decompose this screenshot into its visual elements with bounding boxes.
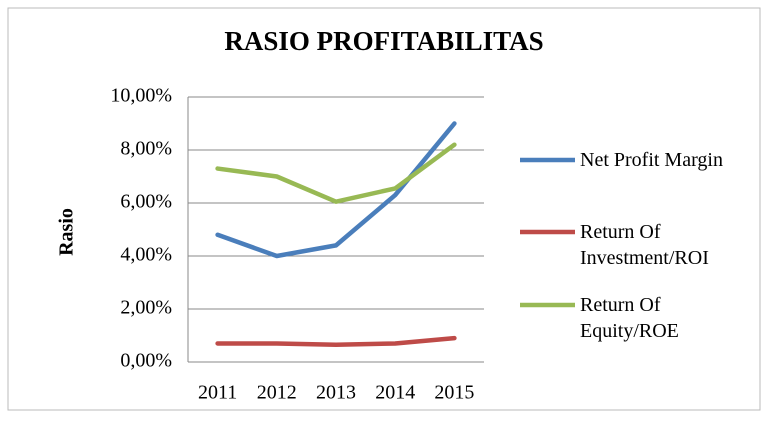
series-line — [215, 121, 457, 259]
legend-label: Return Of Investment/ROI — [580, 221, 709, 269]
y-tick-label: 6,00% — [120, 191, 172, 213]
x-tick-label: 2011 — [198, 382, 237, 404]
chart-title: RASIO PROFITABILITAS — [224, 26, 543, 56]
x-tick-label: 2015 — [434, 382, 474, 404]
chart-border — [7, 7, 761, 411]
y-tick-label: 0,00% — [120, 350, 172, 372]
legend-label: Net Profit Margin — [580, 149, 723, 171]
y-axis-label: Rasio — [56, 208, 78, 256]
x-tick-label: 2012 — [257, 382, 297, 404]
y-tick-label: 10,00% — [110, 85, 172, 107]
x-tick-label: 2013 — [316, 382, 356, 404]
y-tick-label: 4,00% — [120, 244, 172, 266]
y-tick-label: 2,00% — [120, 297, 172, 319]
y-tick-label: 8,00% — [120, 138, 172, 160]
legend-label: Return Of Equity/ROE — [580, 294, 679, 342]
series-line — [215, 142, 457, 204]
x-tick-label: 2014 — [375, 382, 415, 404]
series-line — [215, 335, 457, 348]
